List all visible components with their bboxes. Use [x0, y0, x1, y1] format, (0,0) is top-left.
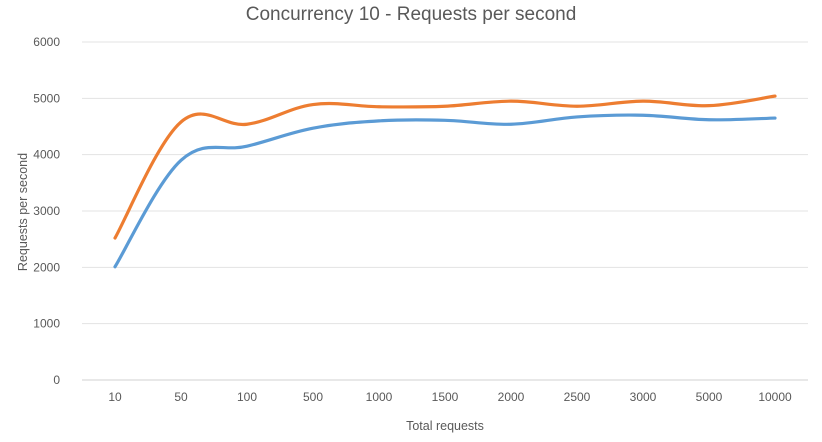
x-tick-label-0: 10 — [108, 390, 122, 404]
x-tick-label-1: 50 — [174, 390, 188, 404]
y-tick-label-4: 4000 — [33, 148, 60, 162]
y-tick-label-1: 1000 — [33, 317, 60, 331]
x-tick-label-2: 100 — [237, 390, 257, 404]
x-tick-label-8: 3000 — [630, 390, 657, 404]
series-line-0 — [113, 113, 777, 269]
x-tick-label-3: 500 — [303, 390, 323, 404]
y-tick-label-5: 5000 — [33, 91, 60, 105]
series-line-1 — [113, 94, 777, 240]
x-tick-label-5: 1500 — [432, 390, 459, 404]
y-tick-label-6: 6000 — [33, 35, 60, 49]
x-tick-label-10: 10000 — [758, 390, 792, 404]
x-tick-label-6: 2000 — [498, 390, 525, 404]
y-tick-label-3: 3000 — [33, 204, 60, 218]
y-axis-title: Requests per second — [16, 153, 30, 271]
chart-title: Concurrency 10 - Requests per second — [246, 4, 577, 25]
x-tick-label-9: 5000 — [696, 390, 723, 404]
x-axis-ticks: 10 50 100 500 1000 1500 2000 2500 3000 5000 10000 — [108, 390, 792, 404]
series — [113, 94, 777, 269]
x-axis-title: Total requests — [406, 419, 484, 433]
x-tick-label-7: 2500 — [564, 390, 591, 404]
x-tick-label-4: 1000 — [366, 390, 393, 404]
gridlines — [82, 41, 808, 325]
y-tick-label-0: 0 — [53, 373, 60, 387]
y-axis-ticks: 0 1000 2000 3000 4000 5000 6000 — [33, 35, 60, 387]
y-tick-label-2: 2000 — [33, 260, 60, 274]
